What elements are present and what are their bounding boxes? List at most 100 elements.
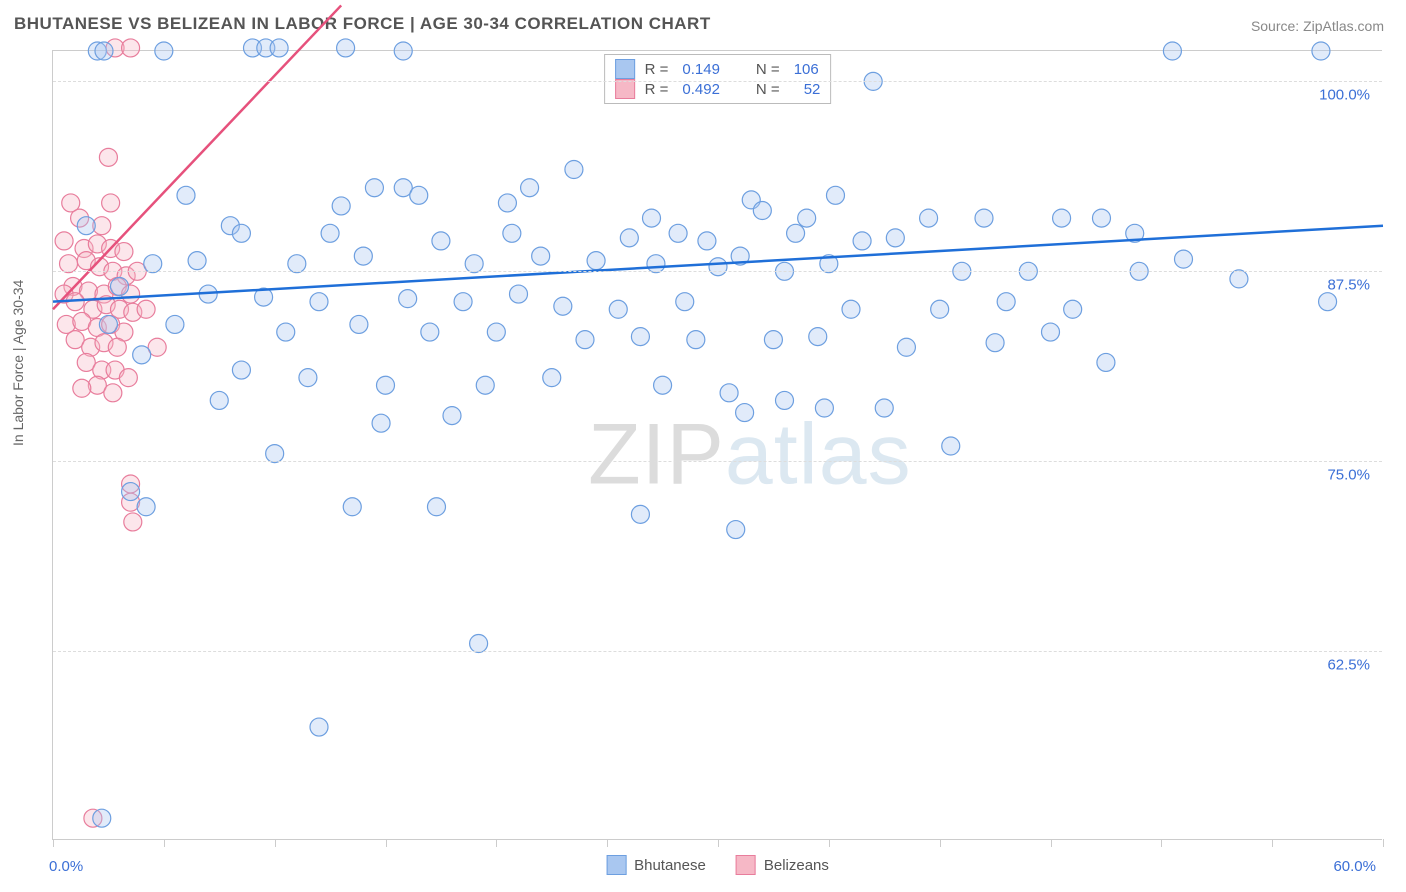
x-tick [1161,839,1162,847]
scatter-point [232,361,250,379]
scatter-point [842,300,860,318]
scatter-point [73,379,91,397]
scatter-point [709,258,727,276]
scatter-point [99,148,117,166]
x-tick [1383,839,1384,847]
n-value-2: 52 [804,81,821,98]
chart-title: BHUTANESE VS BELIZEAN IN LABOR FORCE | A… [14,14,711,34]
scatter-point [95,42,113,60]
scatter-point [310,718,328,736]
y-tick-label: 100.0% [1319,87,1370,104]
scatter-point [155,42,173,60]
scatter-point [698,232,716,250]
scatter-point [332,197,350,215]
scatter-point [277,323,295,341]
scatter-point [343,498,361,516]
n-label-2: N = [756,81,780,98]
scatter-point [875,399,893,417]
scatter-point [1163,42,1181,60]
x-tick [496,839,497,847]
gridline-h [53,461,1382,462]
gridline-h [53,81,1382,82]
correlation-legend: R = 0.149 N = 106 R = 0.492 N = 52 [604,54,832,104]
scatter-point [60,255,78,273]
scatter-point [503,224,521,242]
scatter-point [454,293,472,311]
plot-area: ZIPatlas R = 0.149 N = 106 R = 0.492 N =… [52,50,1382,840]
scatter-point [365,179,383,197]
scatter-point [1230,270,1248,288]
scatter-point [654,376,672,394]
scatter-point [377,376,395,394]
scatter-point [620,229,638,247]
legend-label-belizeans: Belizeans [764,857,829,874]
scatter-point [554,297,572,315]
x-tick [829,839,830,847]
scatter-point [1175,250,1193,268]
scatter-point [753,202,771,220]
scatter-point [942,437,960,455]
source-attribution: Source: ZipAtlas.com [1251,18,1384,34]
scatter-point [631,328,649,346]
scatter-point [188,252,206,270]
scatter-point [77,217,95,235]
scatter-point [432,232,450,250]
gridline-h [53,651,1382,652]
scatter-point [299,369,317,387]
legend-label-bhutanese: Bhutanese [634,857,706,874]
x-tick [1272,839,1273,847]
scatter-point [510,285,528,303]
scatter-point [108,338,126,356]
scatter-point [647,255,665,273]
scatter-point [631,505,649,523]
r-value-2: 0.492 [682,81,720,98]
x-tick [940,839,941,847]
scatter-point [643,209,661,227]
scatter-point [321,224,339,242]
swatch-bhutanese [615,59,635,79]
scatter-point [137,300,155,318]
scatter-point [532,247,550,265]
scatter-point [310,293,328,311]
r-label-1: R = [645,61,669,78]
chart-container: BHUTANESE VS BELIZEAN IN LABOR FORCE | A… [0,0,1406,892]
scatter-point [354,247,372,265]
x-tick [275,839,276,847]
x-tick [718,839,719,847]
scatter-point [476,376,494,394]
scatter-point [427,498,445,516]
scatter-point [931,300,949,318]
scatter-point [1042,323,1060,341]
y-axis-label: In Labor Force | Age 30-34 [10,280,26,446]
scatter-point [1097,353,1115,371]
y-tick-label: 75.0% [1327,467,1370,484]
scatter-point [886,229,904,247]
scatter-point [99,315,117,333]
scatter-point [565,161,583,179]
scatter-point [266,445,284,463]
scatter-point [399,290,417,308]
n-label-1: N = [756,61,780,78]
y-tick-label: 87.5% [1327,277,1370,294]
x-tick [53,839,54,847]
scatter-point [102,194,120,212]
scatter-point [470,635,488,653]
scatter-point [122,483,140,501]
scatter-point [787,224,805,242]
x-tick [607,839,608,847]
scatter-point [421,323,439,341]
scatter-point [232,224,250,242]
scatter-point [124,513,142,531]
n-value-1: 106 [794,61,819,78]
scatter-point [576,331,594,349]
scatter-point [543,369,561,387]
scatter-point [111,277,129,295]
swatch-belizeans-2 [736,855,756,875]
r-label-2: R = [645,81,669,98]
scatter-point [465,255,483,273]
scatter-point [177,186,195,204]
scatter-point [1053,209,1071,227]
scatter-point [137,498,155,516]
scatter-point [587,252,605,270]
scatter-point [55,232,73,250]
